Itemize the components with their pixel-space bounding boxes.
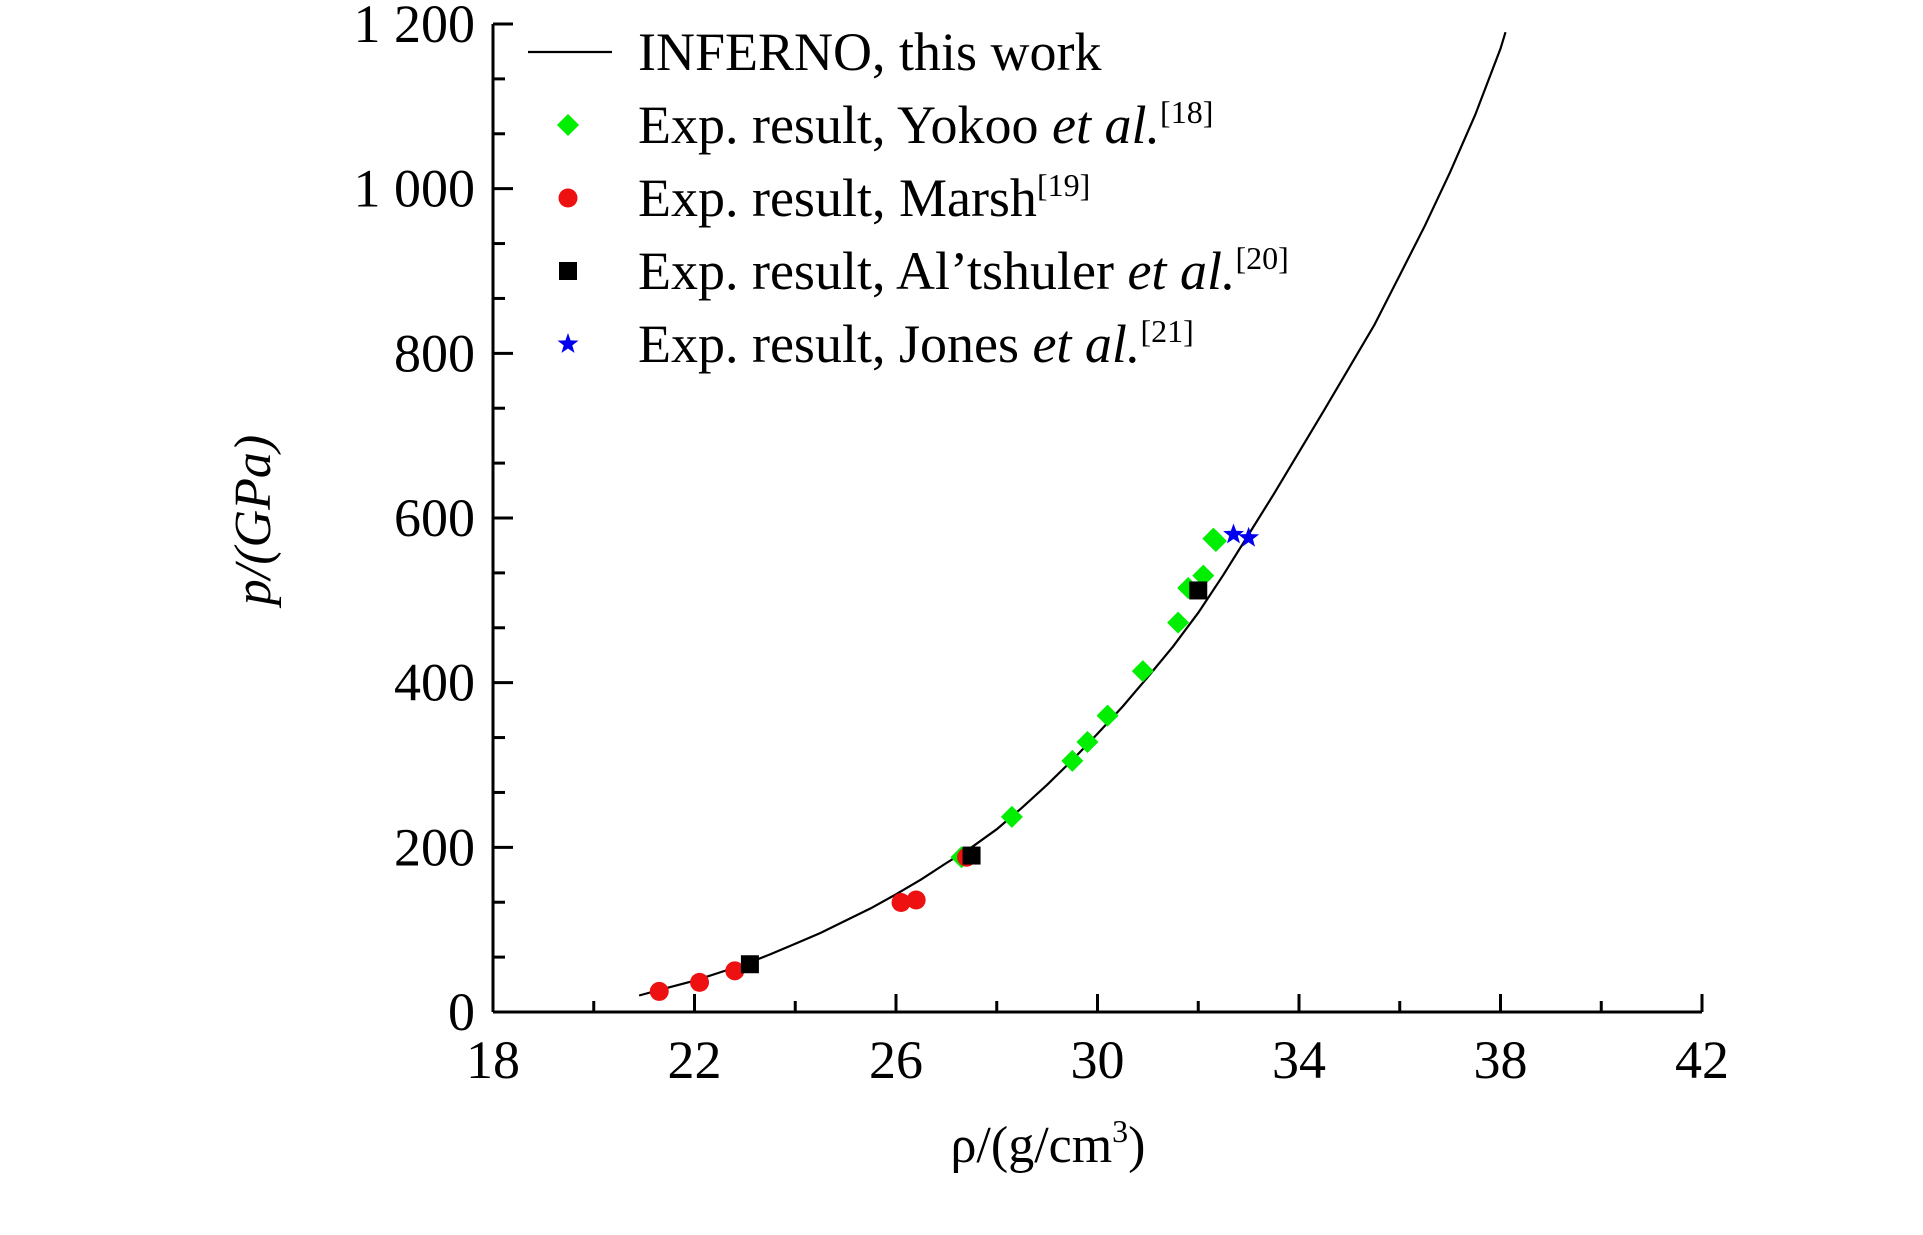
legend-label: Exp. result, Marsh[19] (638, 167, 1090, 228)
y-tick-label: 1 200 (354, 0, 476, 54)
legend-label: Exp. result, Al’tshuler et al.[20] (638, 240, 1289, 301)
x-ticks: 18 22 26 30 34 38 42 (466, 994, 1729, 1090)
legend-label-ref: [18] (1160, 94, 1213, 130)
x-tick-label: 22 (668, 1030, 722, 1090)
legend-marker-diamond (557, 114, 579, 136)
x-tick-label: 38 (1474, 1030, 1528, 1090)
legend-label-name: Exp. result, Marsh (638, 168, 1037, 228)
data-point-circle (906, 890, 926, 910)
y-tick-label: 800 (394, 323, 475, 383)
data-point-circle (725, 961, 745, 981)
legend-label-name: INFERNO, this work (638, 22, 1102, 82)
legend-label: Exp. result, Yokoo et al.[18] (638, 94, 1213, 155)
y-tick-label: 0 (448, 982, 475, 1042)
y-tick-label: 600 (394, 488, 475, 548)
legend-marker-star (557, 333, 579, 353)
legend-label-italic: et al. (1052, 95, 1160, 155)
data-point-square (740, 955, 759, 974)
x-axis-title-close: ) (1128, 1117, 1145, 1174)
data-point-square (962, 846, 981, 865)
y-ticks: 0 200 400 600 800 1 000 1 200 (354, 0, 513, 1042)
data-point-diamond (1061, 749, 1084, 772)
data-point-circle (690, 972, 710, 992)
data-point-diamond (1000, 805, 1023, 828)
legend-label-italic: et al. (1032, 314, 1140, 374)
x-tick-label: 30 (1071, 1030, 1125, 1090)
x-axis-title-sup: 3 (1112, 1113, 1128, 1149)
legend-label-ref: [20] (1235, 240, 1288, 276)
y-tick-label: 200 (394, 817, 475, 877)
x-tick-label: 42 (1675, 1030, 1729, 1090)
data-point-circle (649, 981, 669, 1001)
x-axis-title-main: ρ/(g/cm (950, 1117, 1112, 1174)
data-point-diamond (1204, 530, 1227, 553)
data-point-star (1223, 523, 1244, 544)
x-tick-label: 34 (1272, 1030, 1326, 1090)
legend-label: INFERNO, this work (638, 22, 1102, 82)
legend-label-ref: [21] (1140, 313, 1193, 349)
data-point-circle (891, 892, 911, 912)
legend-label-name: Exp. result, Jones (638, 314, 1032, 374)
y-tick-label: 400 (394, 653, 475, 713)
data-point-diamond (1192, 564, 1215, 587)
legend-marker-square (559, 262, 577, 280)
y-tick-label: 1 000 (354, 159, 476, 219)
x-tick-label: 18 (466, 1030, 520, 1090)
legend-label: Exp. result, Jones et al.[21] (638, 313, 1194, 374)
y-axis-title: p/(GPa) (225, 435, 282, 609)
data-point-diamond (1076, 730, 1099, 753)
data-point-diamond (1167, 611, 1190, 634)
x-tick-label: 26 (869, 1030, 923, 1090)
data-point-diamond (1131, 660, 1154, 683)
data-point-star (1238, 526, 1260, 547)
x-axis-title: ρ/(g/cm3) (950, 1113, 1145, 1174)
legend-label-ref: [19] (1037, 167, 1090, 203)
plot-area (638, 31, 1507, 1001)
legend: INFERNO, this work Exp. result, Yokoo et … (528, 22, 1289, 374)
data-point-square (1189, 581, 1208, 600)
legend-marker-circle (558, 188, 578, 208)
data-point-diamond (1096, 704, 1119, 727)
legend-label-name: Exp. result, Yokoo (638, 95, 1052, 155)
legend-label-name: Exp. result, Al’tshuler (638, 241, 1127, 301)
legend-label-italic: et al. (1127, 241, 1235, 301)
